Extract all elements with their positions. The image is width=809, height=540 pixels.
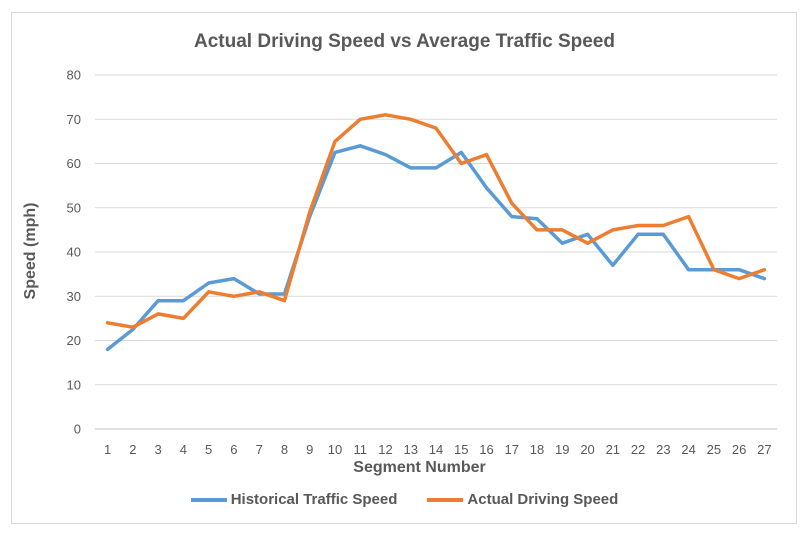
x-tick-label: 10 — [328, 442, 342, 457]
series-line-1 — [105, 113, 767, 329]
data-point-s1-9 — [308, 210, 312, 214]
x-tick-label: 26 — [732, 442, 746, 457]
data-point-s1-7 — [257, 290, 261, 294]
y-tick-label: 40 — [67, 245, 81, 260]
data-point-s0-19 — [560, 241, 564, 245]
data-point-s0-20 — [586, 232, 590, 236]
legend-swatch-historical — [190, 497, 227, 502]
x-tick-label: 2 — [129, 442, 136, 457]
legend-swatch-actual — [427, 497, 464, 502]
x-tick-label: 7 — [256, 442, 263, 457]
y-tick-label: 60 — [67, 156, 81, 171]
legend-label-actual: Actual Driving Speed — [467, 491, 619, 508]
data-point-s0-17 — [510, 215, 514, 219]
data-point-s1-17 — [510, 201, 514, 205]
data-point-s0-18 — [535, 217, 539, 221]
data-point-s0-22 — [636, 232, 640, 236]
x-tick-label: 19 — [555, 442, 569, 457]
x-tick-label: 20 — [580, 442, 594, 457]
y-tick-label: 10 — [67, 377, 81, 392]
data-point-s1-12 — [383, 113, 387, 117]
legend: Historical Traffic Speed Actual Driving … — [0, 491, 809, 508]
data-point-s0-21 — [611, 263, 615, 267]
data-point-s1-20 — [586, 241, 590, 245]
x-tick-label: 24 — [681, 442, 695, 457]
x-tick-label: 5 — [205, 442, 212, 457]
data-point-s1-18 — [535, 228, 539, 232]
data-point-s0-13 — [409, 166, 413, 170]
data-point-s0-5 — [207, 281, 211, 285]
data-point-s1-22 — [636, 223, 640, 227]
data-point-s1-8 — [282, 299, 286, 303]
y-tick-label: 50 — [67, 200, 81, 215]
data-point-s1-11 — [358, 117, 362, 121]
data-point-s1-1 — [106, 321, 110, 325]
y-tick-label: 30 — [67, 289, 81, 304]
x-tick-label: 11 — [353, 442, 367, 457]
y-tick-label: 20 — [67, 333, 81, 348]
x-tick-label: 8 — [281, 442, 288, 457]
legend-item-actual: Actual Driving Speed — [427, 491, 618, 508]
data-point-s1-14 — [434, 126, 438, 130]
data-point-s0-1 — [106, 347, 110, 351]
x-tick-label: 3 — [155, 442, 162, 457]
y-tick-label: 0 — [74, 422, 81, 437]
x-tick-label: 14 — [429, 442, 443, 457]
x-tick-label: 6 — [230, 442, 237, 457]
y-tick-label: 80 — [67, 68, 81, 83]
x-tick-label: 1 — [104, 442, 111, 457]
x-tick-label: 9 — [306, 442, 313, 457]
x-tick-label: 4 — [180, 442, 187, 457]
data-point-s0-23 — [661, 232, 665, 236]
data-point-s0-27 — [762, 277, 766, 281]
data-point-s1-15 — [459, 162, 463, 165]
data-point-s1-4 — [181, 316, 185, 320]
data-point-s0-3 — [156, 299, 160, 303]
data-point-s1-2 — [131, 325, 135, 329]
legend-label-historical: Historical Traffic Speed — [230, 491, 398, 508]
chart-frame — [11, 12, 797, 524]
data-point-s1-13 — [409, 117, 413, 121]
chart-title: Actual Driving Speed vs Average Traffic … — [194, 31, 615, 52]
data-point-s1-5 — [207, 290, 211, 294]
data-point-s0-4 — [181, 299, 185, 303]
x-tick-label: 18 — [530, 442, 544, 457]
data-point-s0-14 — [434, 166, 438, 170]
data-point-s1-27 — [762, 268, 766, 272]
series-line-0 — [105, 144, 767, 352]
x-tick-label: 17 — [505, 442, 519, 457]
data-point-s0-24 — [687, 268, 691, 272]
data-point-s0-11 — [358, 144, 362, 148]
data-point-s1-6 — [232, 294, 236, 298]
x-axis-label: Segment Number — [353, 459, 486, 476]
data-point-s0-10 — [333, 150, 337, 154]
data-point-s1-21 — [611, 228, 615, 232]
data-point-s1-23 — [661, 223, 665, 227]
data-point-s1-10 — [333, 139, 337, 143]
data-point-s0-12 — [383, 153, 387, 157]
legend-item-historical: Historical Traffic Speed — [190, 491, 398, 508]
data-point-s1-3 — [156, 312, 160, 316]
data-point-s0-16 — [485, 186, 489, 190]
data-point-s1-24 — [687, 215, 691, 219]
x-tick-label: 16 — [479, 442, 493, 457]
data-point-s1-26 — [737, 277, 741, 281]
y-tick-label: 70 — [67, 112, 81, 127]
x-tick-label: 21 — [606, 442, 620, 457]
x-tick-label: 13 — [404, 442, 418, 457]
data-point-s1-16 — [485, 153, 489, 157]
x-tick-label: 23 — [656, 442, 670, 457]
data-point-s1-19 — [560, 228, 564, 232]
x-tick-label: 27 — [757, 442, 771, 457]
x-tick-label: 22 — [631, 442, 645, 457]
data-point-s0-26 — [737, 268, 741, 272]
x-tick-label: 15 — [454, 442, 468, 457]
data-point-s0-6 — [232, 277, 236, 281]
x-tick-label: 25 — [707, 442, 721, 457]
x-tick-label: 12 — [378, 442, 392, 457]
data-point-s0-15 — [459, 150, 463, 154]
data-point-s1-25 — [712, 268, 716, 272]
